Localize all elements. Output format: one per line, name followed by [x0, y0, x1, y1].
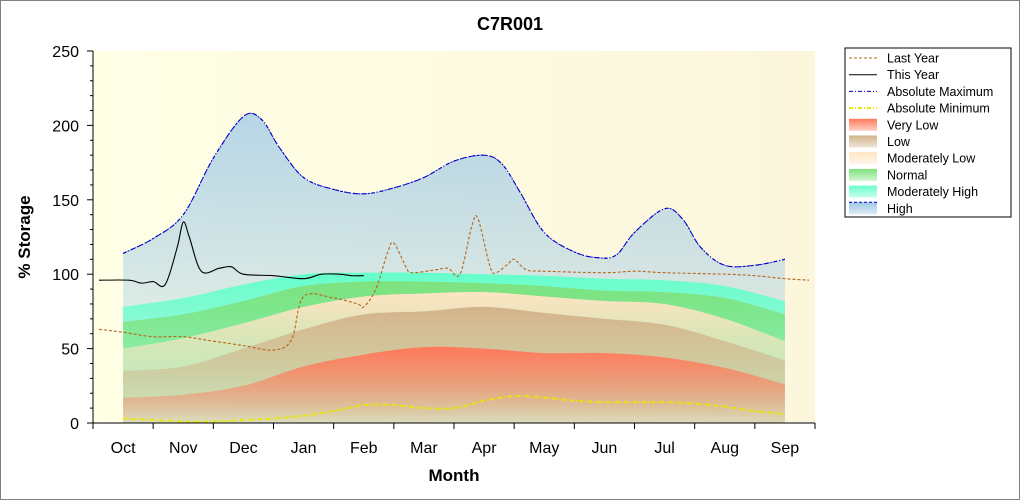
y-tick-label: 200 [52, 118, 79, 135]
legend-item-last-year: Last Year [849, 52, 939, 66]
legend-item-moderately-high: Moderately High [849, 185, 978, 199]
line-last-year [98, 214, 810, 351]
storage-bands [122, 112, 785, 423]
legend-label: Last Year [887, 52, 939, 66]
x-tick-label: Jun [592, 440, 618, 457]
x-tick-label: Oct [111, 440, 136, 457]
legend-label: Absolute Maximum [887, 85, 993, 99]
x-tick-label: Dec [229, 440, 257, 457]
series-lines [98, 112, 810, 423]
legend-label: Low [887, 135, 911, 149]
x-tick-label: May [529, 440, 559, 457]
x-tick-label: Feb [350, 440, 378, 457]
y-tick-label: 50 [61, 342, 79, 359]
legend-label: Very Low [887, 118, 939, 132]
x-tick-label: Apr [472, 440, 498, 457]
legend-swatch [849, 168, 877, 181]
x-tick-label: Aug [711, 440, 739, 457]
y-tick-label: 0 [70, 416, 79, 433]
legend-swatch [849, 152, 877, 165]
legend-item-this-year: This Year [849, 68, 939, 82]
legend-swatch [849, 202, 877, 215]
legend-label: Moderately High [887, 185, 978, 199]
legend-label: This Year [887, 68, 939, 82]
y-tick-label: 250 [52, 44, 79, 61]
legend-label: Normal [887, 168, 927, 182]
axes: 0 50 100 150 200 250 Oct Nov Dec Jan Feb Mar Apr May J… [52, 44, 816, 457]
legend-item-absolute-minimum: Absolute Minimum [849, 102, 990, 116]
x-tick-label: Jan [291, 440, 317, 457]
legend-item-moderately-low: Moderately Low [849, 152, 976, 166]
x-tick-label: Jul [654, 440, 674, 457]
legend-label: High [887, 202, 913, 216]
legend-swatch [849, 185, 877, 198]
y-axis-title: % Storage [15, 195, 34, 278]
x-tick-label: Mar [410, 440, 438, 457]
line-absolute-maximum [122, 112, 786, 268]
x-tick-label: Nov [169, 440, 197, 457]
legend-swatch [849, 135, 877, 148]
legend: Last Year This Year Absolute Maximum Absolu… [844, 47, 1012, 218]
y-tick-label: 150 [52, 193, 79, 210]
chart-title: C7R001 [477, 14, 543, 34]
band-very-low [123, 346, 785, 423]
legend-item-normal: Normal [849, 168, 927, 182]
legend-item-low: Low [849, 135, 911, 149]
line-absolute-minimum [123, 395, 785, 423]
x-tick-label: Sep [771, 440, 800, 457]
legend-item-absolute-maximum: Absolute Maximum [849, 85, 993, 99]
line-this-year [98, 221, 364, 288]
x-axis-title: Month [429, 466, 480, 485]
legend-item-high: High [849, 201, 913, 216]
y-tick-label: 100 [52, 267, 79, 284]
legend-label: Absolute Minimum [887, 102, 990, 116]
legend-swatch [849, 118, 877, 131]
legend-label: Moderately Low [887, 152, 976, 166]
legend-item-very-low: Very Low [849, 118, 939, 132]
